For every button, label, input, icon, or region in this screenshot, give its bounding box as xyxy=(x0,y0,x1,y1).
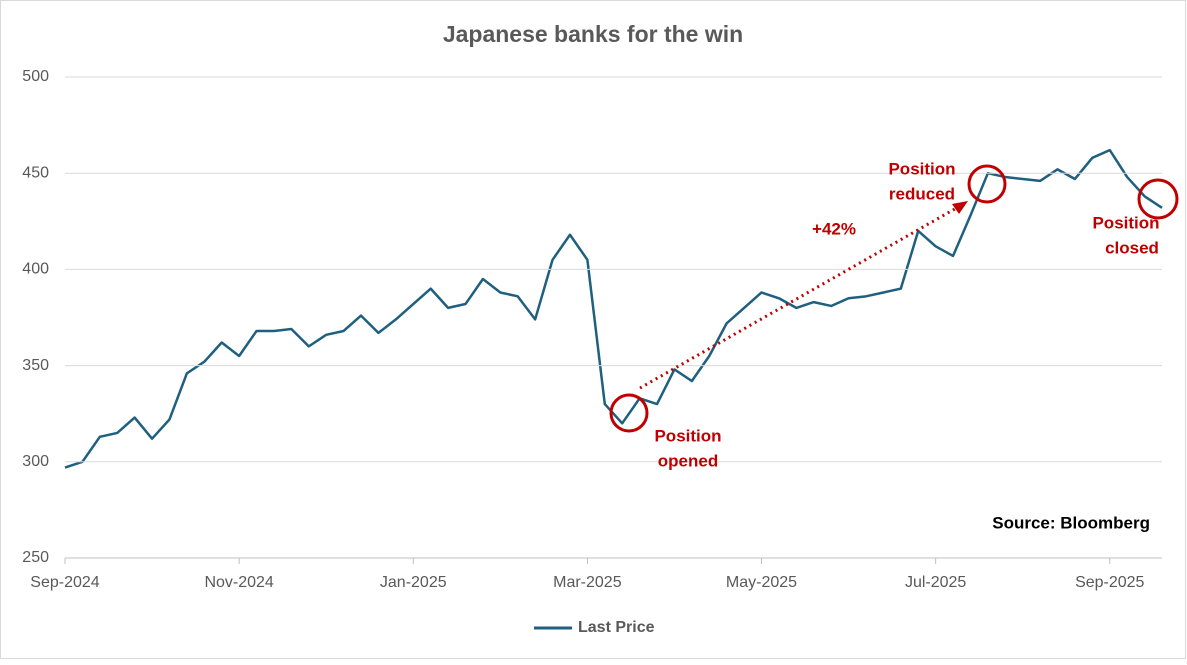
gain-arrow xyxy=(639,204,961,390)
y-tick-label: 500 xyxy=(22,68,49,85)
annotation: reduced xyxy=(889,184,955,203)
y-tick-label: 400 xyxy=(22,261,49,278)
annotation: opened xyxy=(658,451,718,470)
annotation: closed xyxy=(1105,238,1159,257)
x-tick-label: Jan-2025 xyxy=(380,574,447,591)
annotation: Position xyxy=(654,426,721,445)
x-tick-label: May-2025 xyxy=(726,574,797,591)
y-tick-label: 350 xyxy=(22,357,49,374)
x-tick-label: Mar-2025 xyxy=(553,574,622,591)
y-tick-label: 450 xyxy=(22,164,49,181)
arrow-head xyxy=(952,201,968,214)
legend-label: Last Price xyxy=(578,619,655,636)
y-tick-label: 250 xyxy=(22,549,49,566)
x-tick-label: Jul-2025 xyxy=(905,574,966,591)
annotation: Position xyxy=(1092,213,1159,232)
x-tick-label: Nov-2024 xyxy=(204,574,273,591)
marker-circle xyxy=(967,164,1007,204)
annotation: Position xyxy=(888,159,955,178)
x-tick-label: Sep-2024 xyxy=(30,574,99,591)
marker-circle xyxy=(1137,178,1179,220)
gain-label: +42% xyxy=(812,219,856,238)
y-tick-label: 300 xyxy=(22,453,49,470)
price-line xyxy=(64,148,1163,469)
chart-title: Japanese banks for the win xyxy=(443,21,743,47)
marker-circle xyxy=(609,393,649,433)
x-tick-label: Sep-2025 xyxy=(1075,574,1144,591)
source: Source: Bloomberg xyxy=(992,513,1150,532)
